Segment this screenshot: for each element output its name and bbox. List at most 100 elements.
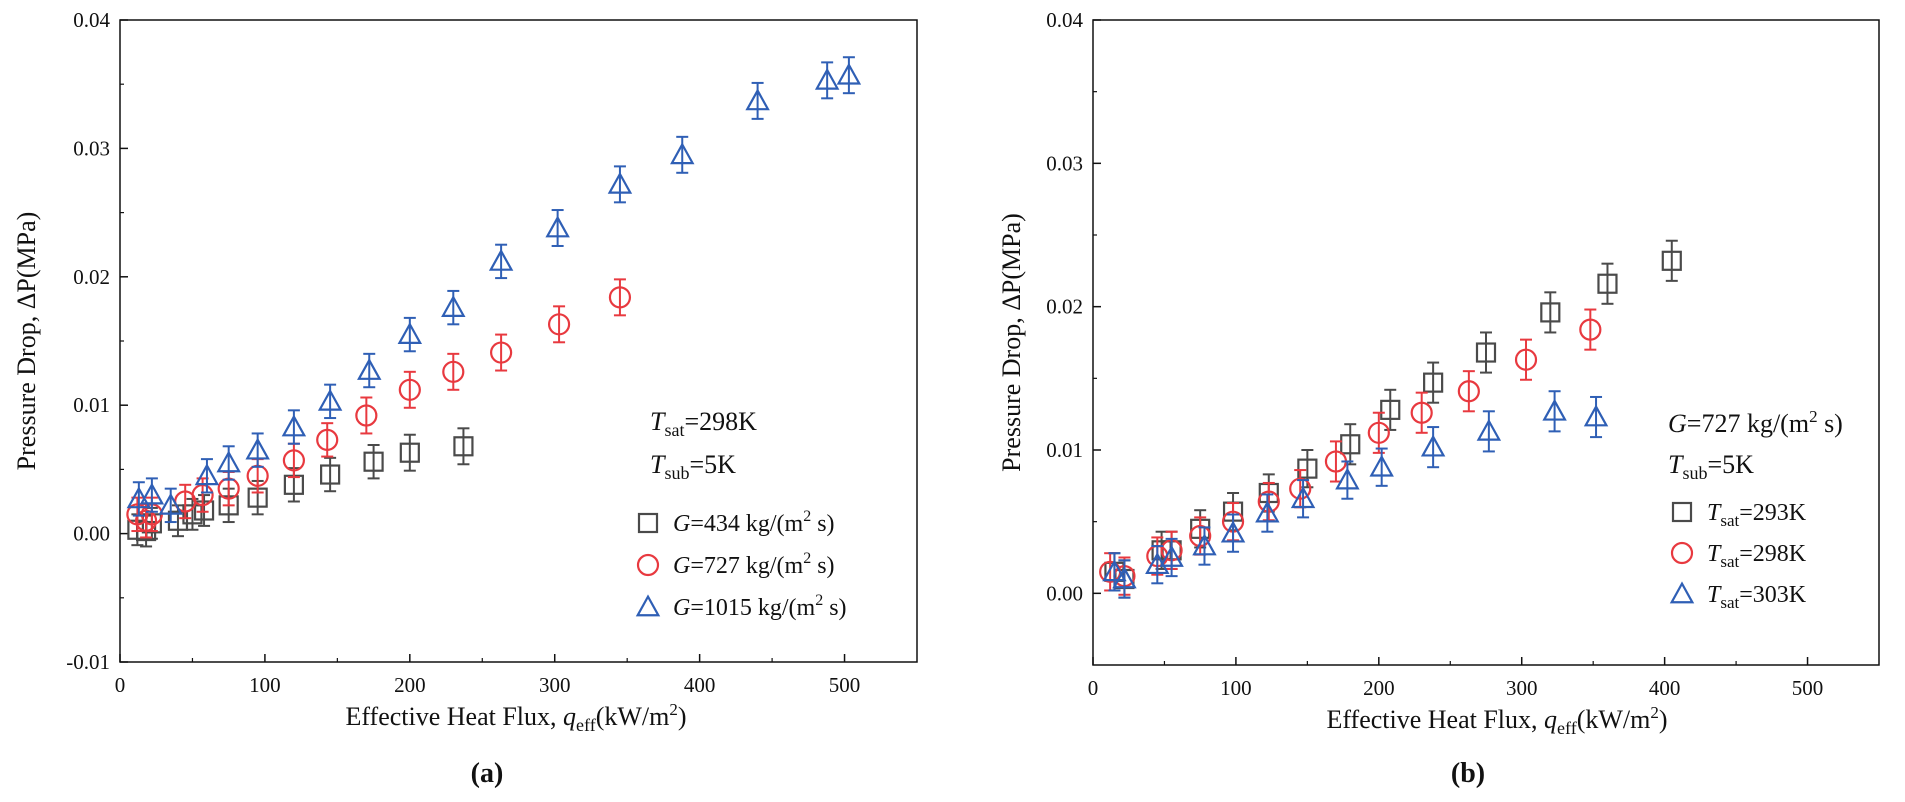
data-point — [282, 449, 305, 472]
legend-tail: s) — [811, 511, 834, 537]
legend-marker — [636, 553, 660, 577]
data-point — [1220, 520, 1246, 543]
x-tick-label: 100 — [249, 673, 281, 697]
annotation-value: =298K — [684, 407, 757, 436]
legend-entry: G=727 kg/(m2 s) — [636, 550, 835, 579]
legend-value: =727 kg/(m — [690, 553, 803, 579]
x-axis-label-prefix: Effective Heat Flux, — [1326, 705, 1544, 734]
legend-var: G — [673, 511, 690, 537]
data-point — [1257, 490, 1280, 513]
y-axis-label: Pressure Drop, ΔP(MPa) — [997, 213, 1026, 472]
annotation-tail: s) — [1818, 409, 1843, 438]
chart-panel-b: 0.00 0.01 0.02 0.03 0.04 0 100 200 300 400 500 Pres… — [997, 8, 1880, 789]
annotation-sub: sub — [664, 463, 689, 483]
data-point — [320, 464, 341, 485]
data-point — [453, 436, 474, 457]
legend-entry: Tsat=303K — [1669, 581, 1807, 612]
legend-marker — [1670, 541, 1694, 565]
data-point — [1289, 477, 1312, 500]
series-circle — [1099, 308, 1602, 596]
data-point — [193, 500, 215, 521]
annotation-sup: 2 — [1809, 407, 1818, 426]
y-tick-label: 0.01 — [73, 393, 110, 417]
panel-label: (b) — [1451, 758, 1485, 789]
x-axis-label: Effective Heat Flux, qeff(kW/m2) — [1326, 703, 1667, 738]
x-axis-label-var: q — [563, 702, 576, 731]
data-point — [607, 171, 633, 194]
data-point — [398, 378, 421, 401]
plot-frame — [1092, 19, 1880, 666]
data-point — [1540, 302, 1561, 323]
x-axis-label-unit-end: ) — [1659, 705, 1668, 734]
data-point — [357, 357, 382, 380]
data-point — [1661, 250, 1682, 271]
panel-label: (a) — [471, 758, 504, 789]
data-point — [363, 451, 384, 472]
x-tick-label: 0 — [1088, 676, 1099, 700]
legend-sup: 2 — [803, 550, 811, 567]
legend-sup: 2 — [803, 508, 811, 525]
x-tick-label: 100 — [1220, 676, 1252, 700]
data-point — [490, 341, 513, 364]
data-point — [1457, 380, 1480, 403]
annotation-value: =5K — [1707, 450, 1754, 479]
y-tick-label: 0.04 — [1046, 8, 1083, 32]
data-point — [245, 437, 270, 460]
x-axis-label-sup: 2 — [669, 700, 678, 719]
data-point — [836, 62, 862, 85]
legend-label: G=1015 kg/(m2 s) — [673, 592, 847, 621]
data-point — [1102, 559, 1127, 582]
legend-label: Tsat=298K — [1707, 541, 1807, 571]
series-square — [1104, 239, 1682, 599]
legend-sub: sat — [1720, 511, 1739, 530]
annotation-var: T — [650, 407, 666, 436]
data-point — [1189, 524, 1212, 548]
data-point — [397, 321, 423, 344]
x-tick-label: 300 — [539, 673, 571, 697]
chart-panel-a: -0.01 0.00 0.01 0.02 0.03 0.04 0 100 200 300 400 50… — [12, 8, 918, 789]
data-point — [1255, 500, 1280, 523]
y-tick-label: 0.03 — [1046, 151, 1083, 175]
legend-label: Tsat=293K — [1707, 500, 1807, 530]
x-tick-label: 200 — [1363, 676, 1395, 700]
data-point — [814, 67, 840, 90]
legend-marker — [1671, 501, 1693, 523]
y-axis-label: Pressure Drop, ΔP(MPa) — [12, 212, 41, 471]
y-tick-label: 0.03 — [73, 136, 110, 160]
annotation-text: Tsat=298K — [650, 407, 757, 440]
x-axis-label-sup: 2 — [1650, 703, 1659, 722]
legend-value: =298K — [1739, 541, 1807, 567]
y-tick-label: 0.02 — [73, 265, 110, 289]
x-axis-label-sub: eff — [1557, 718, 1577, 738]
data-point — [1159, 544, 1184, 567]
legend-entry: G=434 kg/(m2 s) — [637, 508, 835, 537]
y-tick-label: 0.00 — [1046, 581, 1083, 605]
data-point — [1290, 486, 1316, 509]
legend-sub: sat — [1720, 552, 1739, 571]
data-point — [1340, 434, 1361, 455]
data-point — [441, 295, 466, 317]
annotation-var: T — [1668, 450, 1684, 479]
data-point — [167, 510, 189, 531]
data-point — [745, 88, 770, 111]
annotation-var: T — [650, 450, 666, 479]
y-tick-label: 0.00 — [73, 522, 110, 546]
y-tick-label: 0.01 — [1046, 438, 1083, 462]
series-square — [127, 427, 474, 548]
data-point — [182, 504, 203, 525]
y-tick-label: 0.02 — [1046, 295, 1083, 319]
data-point — [1297, 458, 1318, 479]
x-axis-label-var: q — [1544, 705, 1557, 734]
x-axis-label-unit: (kW/m — [596, 702, 670, 731]
data-point — [547, 313, 571, 336]
legend-label: G=727 kg/(m2 s) — [673, 550, 835, 579]
annotation-sub: sat — [664, 420, 684, 440]
legend-value: =303K — [1739, 582, 1807, 608]
legend-value: =434 kg/(m — [690, 511, 803, 537]
annotation-var: G — [1668, 409, 1687, 438]
data-point — [216, 450, 241, 473]
data-point — [1420, 434, 1446, 457]
data-point — [317, 388, 343, 411]
data-point — [194, 463, 220, 486]
